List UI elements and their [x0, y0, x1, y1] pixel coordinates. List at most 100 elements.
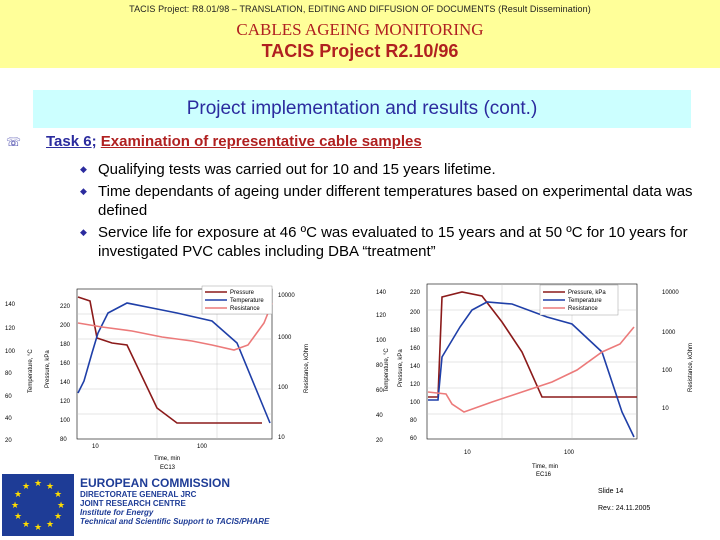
list-item: ◆ Service life for exposure at 46 ºC was… — [78, 223, 698, 261]
svg-text:★: ★ — [46, 520, 54, 530]
legend: Pressure, kPa Temperature Resistance — [539, 284, 619, 316]
task-heading: ☏ Task 6; Examination of representative c… — [6, 133, 422, 150]
slide-info: Slide 14 Rev.: 24.11.2005 — [598, 483, 650, 517]
tick-p-140: 140 — [410, 364, 421, 370]
section-title: Project implementation and results (cont… — [186, 98, 538, 119]
slide-number: Slide 14 — [598, 488, 624, 495]
bullet-text: Service life for exposure at 46 ºC was e… — [98, 224, 688, 260]
svg-text:★: ★ — [22, 482, 30, 492]
tick-x-100: 100 — [564, 450, 575, 456]
tick-temp-140: 140 — [5, 302, 16, 308]
pressure-line — [428, 291, 637, 398]
ec-branding: EUROPEAN COMMISSION DIRECTORATE GENERAL … — [80, 476, 269, 526]
tick-x-10: 10 — [92, 444, 99, 450]
main-title: CABLES AGEING MONITORING — [236, 20, 484, 39]
y-pressure-label: Pressure, kPa — [398, 349, 404, 387]
tick-p-60: 60 — [410, 436, 417, 442]
svg-text:★: ★ — [54, 490, 62, 500]
tick-p-160: 160 — [60, 361, 71, 367]
revision-date: Rev.: 24.11.2005 — [598, 505, 651, 512]
svg-text:★: ★ — [14, 512, 22, 522]
project-line: TACIS Project: R8.01/98 – TRANSLATION, E… — [129, 4, 591, 14]
diamond-bullet-icon: ◆ — [80, 227, 87, 237]
section-title-band: Project implementation and results (cont… — [33, 90, 691, 128]
legend-temperature: Temperature — [230, 298, 264, 304]
legend-resistance: Resistance — [230, 306, 260, 312]
org-jrc: JOINT RESEARCH CENTRE — [80, 499, 186, 508]
y-pressure-label: Pressure, kPa — [45, 350, 51, 388]
tick-temp-40: 40 — [5, 416, 12, 422]
tick-temp-80: 80 — [376, 363, 383, 369]
org-dg: DIRECTORATE GENERAL JRC — [80, 490, 197, 499]
list-item: ◆ Time dependants of ageing under differ… — [78, 182, 698, 220]
tick-r-100: 100 — [662, 368, 673, 374]
tick-r-10000: 10000 — [662, 290, 679, 296]
tick-temp-60: 60 — [5, 394, 12, 400]
legend: Pressure Temperature Resistance — [201, 285, 273, 315]
legend-temperature: Temperature — [568, 298, 602, 304]
svg-text:★: ★ — [11, 501, 19, 511]
svg-text:★: ★ — [46, 482, 54, 492]
svg-text:★: ★ — [14, 490, 22, 500]
tick-r-10000: 10000 — [278, 293, 295, 299]
tick-r-100: 100 — [278, 385, 289, 391]
tick-p-180: 180 — [60, 342, 71, 348]
tick-p-100: 100 — [60, 418, 71, 424]
svg-text:★: ★ — [57, 501, 65, 511]
tick-p-200: 200 — [60, 323, 71, 329]
tick-temp-40: 40 — [376, 413, 383, 419]
org-support: Technical and Scientific Support to TACI… — [80, 517, 270, 526]
tick-temp-120: 120 — [376, 313, 387, 319]
tick-p-120: 120 — [410, 382, 421, 388]
tick-p-80: 80 — [60, 437, 67, 443]
svg-text:★: ★ — [34, 479, 42, 489]
diamond-bullet-icon: ◆ — [80, 186, 87, 196]
tick-p-80: 80 — [410, 418, 417, 424]
bullet-text: Time dependants of ageing under differen… — [98, 183, 693, 219]
task-separator: ; — [91, 133, 97, 150]
tick-p-200: 200 — [410, 310, 421, 316]
header-band: TACIS Project: R8.01/98 – TRANSLATION, E… — [0, 0, 720, 68]
tick-temp-100: 100 — [376, 338, 387, 344]
tick-x-100: 100 — [197, 444, 208, 450]
tick-temp-120: 120 — [5, 326, 16, 332]
phone-bullet-icon: ☏ — [6, 135, 22, 149]
legend-resistance: Resistance — [568, 306, 598, 312]
tick-p-120: 120 — [60, 399, 71, 405]
eu-flag-icon: ★ ★★ ★★★ ★★★ ★★★ — [2, 474, 74, 536]
svg-text:★: ★ — [22, 520, 30, 530]
pressure-line — [77, 296, 262, 424]
org-name: EUROPEAN COMMISSION — [80, 476, 231, 490]
tick-p-220: 220 — [60, 304, 71, 310]
tick-r-10: 10 — [662, 406, 669, 412]
tick-p-180: 180 — [410, 328, 421, 334]
tick-temp-20: 20 — [5, 438, 12, 444]
sub-title: TACIS Project R2.10/96 — [261, 41, 459, 61]
resistance-line — [427, 326, 635, 413]
y-temp-label: Temperature, °C — [28, 349, 34, 393]
tick-temp-20: 20 — [376, 438, 383, 444]
tick-temp-60: 60 — [376, 388, 383, 394]
tick-r-1000: 1000 — [662, 330, 676, 336]
tick-p-140: 140 — [60, 380, 71, 386]
temperature-line — [77, 302, 271, 424]
org-institute: Institute for Energy — [80, 508, 154, 517]
temperature-line — [428, 301, 635, 438]
legend-pressure: Pressure — [230, 290, 255, 296]
tick-p-100: 100 — [410, 400, 421, 406]
tick-r-1000: 1000 — [278, 335, 292, 341]
tick-temp-100: 100 — [5, 349, 16, 355]
bullet-list: ◆ Qualifying tests was carried out for 1… — [78, 160, 698, 264]
resistance-line — [77, 302, 273, 351]
tick-temp-140: 140 — [376, 290, 387, 296]
y-temp-label: Temperature, °C — [384, 348, 390, 392]
y-res-label: Resistance, kOhm — [688, 343, 694, 392]
x-axis-label: Time, min — [532, 464, 558, 470]
task-text: Examination of representative cable samp… — [100, 133, 422, 150]
x-axis-label: Time, min — [154, 456, 180, 462]
svg-text:★: ★ — [54, 512, 62, 522]
chart-ec13: Pressure Temperature Resistance 20 40 60… — [5, 285, 310, 471]
tick-p-220: 220 — [410, 290, 421, 296]
svg-text:★: ★ — [34, 523, 42, 533]
bullet-text: Qualifying tests was carried out for 10 … — [98, 161, 496, 178]
